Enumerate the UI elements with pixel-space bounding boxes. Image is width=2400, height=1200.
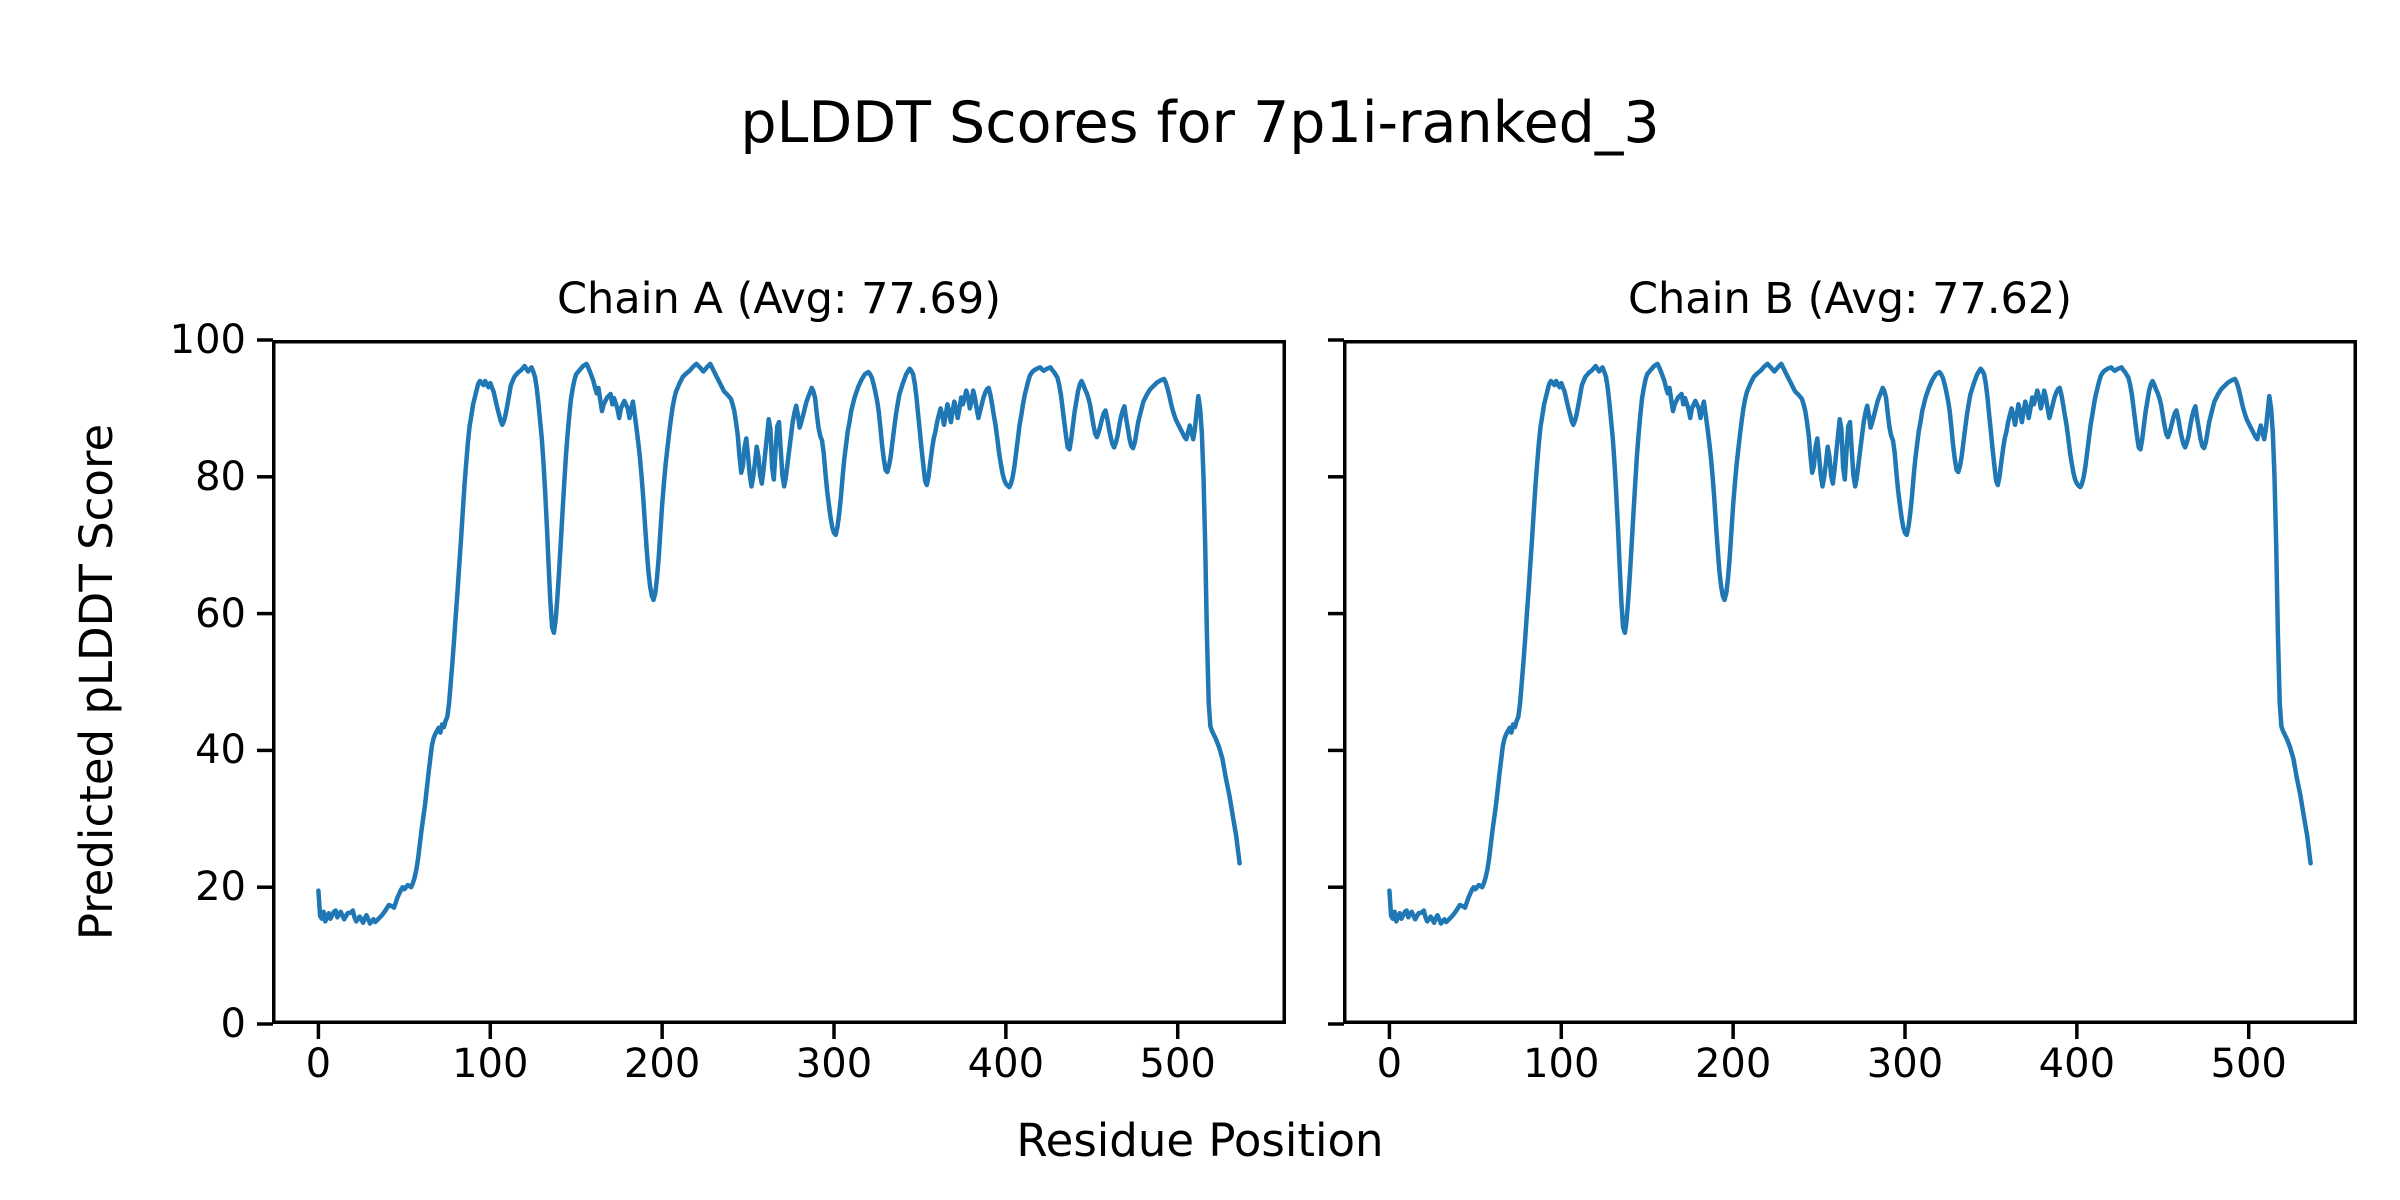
x-tick-label: 200 xyxy=(1694,1041,1772,1087)
x-axis-label: Residue Position xyxy=(1016,1114,1384,1167)
y-tick-label: 60 xyxy=(195,590,246,637)
x-tick-label: 400 xyxy=(967,1041,1045,1087)
chain-b-plot xyxy=(1328,338,2357,1039)
figure-title: pLDDT Scores for 7p1i-ranked_3 xyxy=(740,90,1660,156)
y-tick-label: 0 xyxy=(220,1001,246,1047)
plddt-line-chain-b xyxy=(1387,361,2313,926)
y-tick-label: 80 xyxy=(195,453,246,500)
x-tick-label: 400 xyxy=(2038,1041,2116,1087)
chain-b-subplot-title: Chain B (Avg: 77.62) xyxy=(1627,274,2073,324)
chain-a-plot xyxy=(257,338,1286,1039)
plddt-line-chain-a xyxy=(316,361,1242,926)
y-tick-label: 100 xyxy=(169,317,246,363)
x-tick-label: 200 xyxy=(623,1041,701,1087)
x-tick-label: 500 xyxy=(2210,1041,2287,1087)
x-tick-label: 100 xyxy=(1523,1041,1600,1087)
axes-spines xyxy=(1343,340,2357,1024)
x-tick-label: 300 xyxy=(795,1041,873,1087)
y-tick-label: 20 xyxy=(195,864,246,911)
x-tick-label: 500 xyxy=(1139,1041,1216,1087)
y-tick-label: 40 xyxy=(195,727,246,774)
x-tick-label: 300 xyxy=(1866,1041,1944,1087)
x-tick-label: 100 xyxy=(452,1041,529,1087)
axes-spines xyxy=(272,340,1286,1024)
x-tick-label: 0 xyxy=(1376,1041,1403,1087)
chain-a-subplot-title: Chain A (Avg: 77.69) xyxy=(556,274,1002,324)
x-tick-label: 0 xyxy=(305,1041,332,1087)
